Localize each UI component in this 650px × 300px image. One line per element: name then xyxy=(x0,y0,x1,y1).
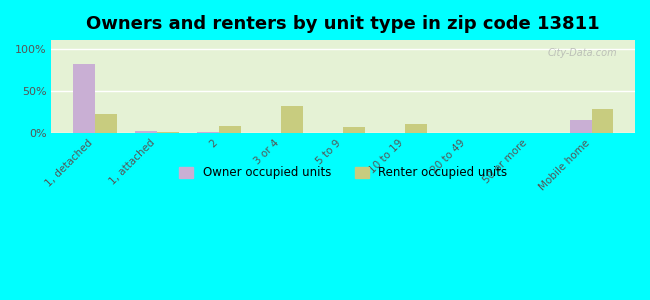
Legend: Owner occupied units, Renter occupied units: Owner occupied units, Renter occupied un… xyxy=(174,162,512,184)
Bar xyxy=(135,131,157,133)
Bar xyxy=(570,120,592,133)
Bar xyxy=(281,106,303,133)
Bar xyxy=(198,132,219,133)
Bar xyxy=(592,109,613,133)
Bar xyxy=(157,132,179,133)
Bar xyxy=(406,124,427,133)
Bar xyxy=(95,114,116,133)
Bar xyxy=(343,127,365,133)
Bar xyxy=(219,126,240,133)
Text: City-Data.com: City-Data.com xyxy=(548,47,617,58)
Title: Owners and renters by unit type in zip code 13811: Owners and renters by unit type in zip c… xyxy=(86,15,600,33)
Bar xyxy=(73,64,95,133)
